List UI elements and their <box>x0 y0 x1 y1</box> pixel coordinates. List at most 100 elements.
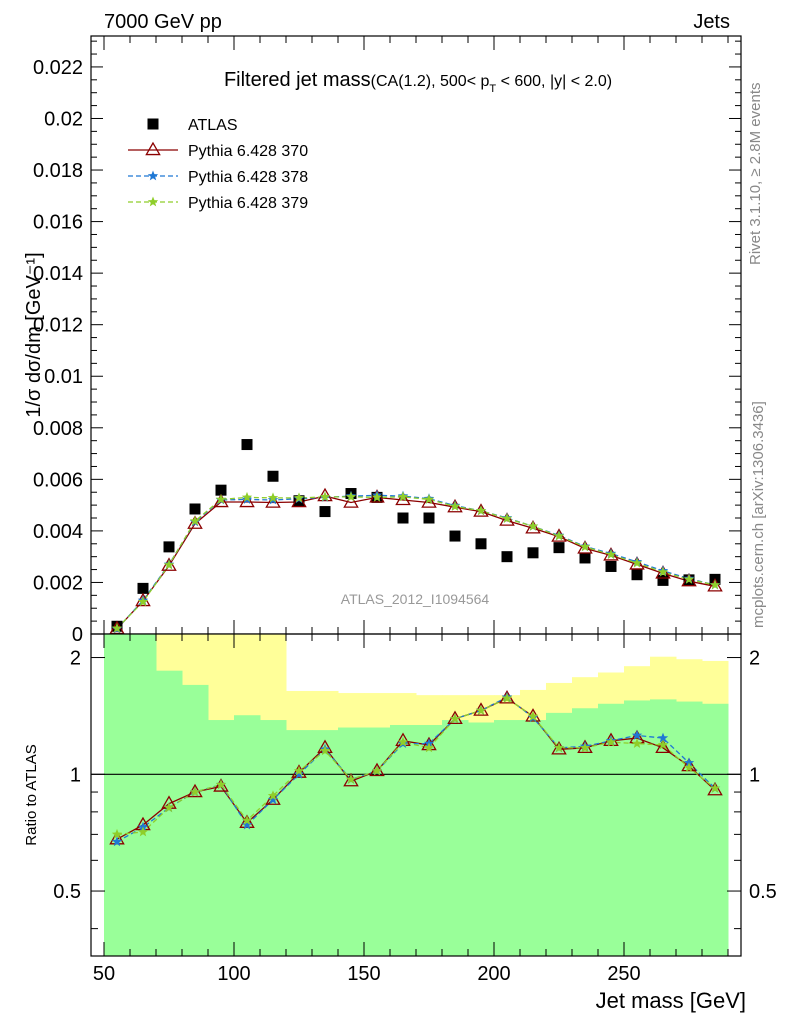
ratio-point-pythia-6-428-379 <box>345 773 357 784</box>
main-point-pythia-6-428-370 <box>681 572 697 587</box>
ratio-band-inner <box>676 701 703 956</box>
ratio-point-pythia-6-428-379 <box>319 745 331 756</box>
ratio-y-tick-label-right: 2 <box>749 648 760 670</box>
main-point-pythia-6-428-379 <box>501 513 513 523</box>
main-y-tick-label: 0.018 <box>33 160 83 182</box>
main-point-atlas <box>267 470 279 482</box>
ratio-point-pythia-6-428-379 <box>475 705 487 715</box>
main-point-pythia-6-428-370 <box>343 494 359 508</box>
main-point-atlas <box>137 582 149 594</box>
ratio-point-pythia-6-428-378 <box>241 819 253 830</box>
main-point-pythia-6-428-370 <box>577 540 593 554</box>
legend-item-pythia-6-428-378: Pythia 6.428 378 <box>128 169 308 186</box>
ratio-band-inner <box>702 703 729 956</box>
main-title: Filtered jet mass(CA(1.2), 500< pT < 600… <box>224 69 612 95</box>
x-tick-label: 200 <box>477 963 510 985</box>
main-point-pythia-6-428-379 <box>397 491 409 502</box>
ratio-band-inner <box>494 720 521 956</box>
legend-marker-pythia-6-428-378 <box>147 170 159 181</box>
ratio-point-pythia-6-428-379 <box>657 739 669 750</box>
main-point-atlas <box>553 542 565 554</box>
ratio-band-inner <box>104 634 131 956</box>
main-point-pythia-6-428-379 <box>371 491 383 502</box>
ratio-band-inner <box>260 720 287 956</box>
legend-item-atlas: ATLAS <box>147 117 238 134</box>
main-point-pythia-6-428-379 <box>579 541 591 552</box>
ratio-point-pythia-6-428-378 <box>657 732 669 743</box>
ratio-point-pythia-6-428-379 <box>527 710 539 721</box>
main-point-pythia-6-428-379 <box>631 557 643 568</box>
main-point-pythia-6-428-370 <box>265 494 281 508</box>
x-axis-label: Jet mass [GeV] <box>596 988 746 1013</box>
ratio-point-pythia-6-428-370 <box>551 740 567 755</box>
main-y-tick-label: 0.014 <box>33 263 83 285</box>
ratio-band-inner <box>312 730 339 956</box>
main-point-atlas <box>605 560 617 572</box>
ratio-y-axis-label: Ratio to ATLAS <box>23 744 40 845</box>
main-y-tick-label: 0.002 <box>33 572 83 594</box>
main-point-pythia-6-428-370 <box>525 520 541 534</box>
ratio-point-pythia-6-428-379 <box>137 826 149 837</box>
ratio-band-inner <box>182 684 209 956</box>
source-site-label: mcplots.cern.ch [arXiv:1306.3436] <box>750 401 767 628</box>
main-point-pythia-6-428-379 <box>163 559 175 570</box>
legend-label-pythia-6-428-370: Pythia 6.428 370 <box>188 143 308 160</box>
ratio-point-pythia-6-428-379 <box>215 779 227 790</box>
main-point-pythia-6-428-379 <box>345 491 357 502</box>
ratio-band-inner <box>416 724 443 956</box>
title-cuts-post: < 600, |y| < 2.0) <box>496 73 612 90</box>
main-point-atlas <box>631 569 643 581</box>
main-point-pythia-6-428-370 <box>213 493 229 508</box>
main-point-pythia-6-428-379 <box>215 493 227 504</box>
ratio-band-inner <box>468 722 495 956</box>
ratio-point-pythia-6-428-379 <box>605 736 617 747</box>
ratio-point-pythia-6-428-379 <box>501 692 513 703</box>
main-point-atlas <box>579 552 591 564</box>
main-point-pythia-6-428-370 <box>395 491 411 506</box>
main-y-tick-label: 0.008 <box>33 418 83 440</box>
ratio-point-pythia-6-428-379 <box>189 786 201 797</box>
main-point-atlas <box>449 530 461 542</box>
ratio-point-pythia-6-428-379 <box>397 736 409 747</box>
main-series-lines <box>116 494 716 630</box>
main-point-pythia-6-428-370 <box>629 556 645 570</box>
ratio-band-inner <box>234 715 261 956</box>
main-point-atlas <box>501 551 513 563</box>
ratio-y-tick-label: 1 <box>70 764 81 786</box>
main-y-tick-label: 0.016 <box>33 212 83 234</box>
legend-marker-pythia-6-428-379 <box>147 196 159 207</box>
main-point-atlas <box>215 484 227 496</box>
main-point-pythia-6-428-370 <box>707 578 723 592</box>
main-point-pythia-6-428-379 <box>553 530 565 541</box>
rivet-version-label: Rivet 3.1.10, ≥ 2.8M events <box>747 83 764 266</box>
ratio-point-pythia-6-428-370 <box>343 772 359 787</box>
main-point-pythia-6-428-379 <box>605 549 617 560</box>
main-point-pythia-6-428-379 <box>683 573 695 584</box>
main-line-pythia-6-428-370 <box>116 495 716 630</box>
ratio-series-markers <box>109 690 723 847</box>
main-point-atlas <box>319 506 331 518</box>
main-point-atlas <box>397 512 409 524</box>
main-point-pythia-6-428-379 <box>709 579 721 590</box>
main-point-pythia-6-428-379 <box>475 505 487 516</box>
ratio-point-pythia-6-428-370 <box>707 781 723 796</box>
main-point-atlas <box>189 503 201 515</box>
main-point-pythia-6-428-370 <box>291 493 307 508</box>
main-point-pythia-6-428-379 <box>189 515 201 526</box>
ratio-band-inner <box>338 727 365 956</box>
header-right-label: Jets <box>693 11 730 33</box>
ratio-point-pythia-6-428-379 <box>631 738 643 748</box>
ratio-point-pythia-6-428-379 <box>267 790 279 801</box>
x-tick-label: 250 <box>607 963 640 985</box>
ratio-y-axis: 0.5 0.5 1 1 2 2 <box>53 648 777 930</box>
main-point-pythia-6-428-370 <box>499 512 515 526</box>
main-point-pythia-6-428-379 <box>319 491 331 502</box>
main-x-ticks <box>103 36 729 634</box>
main-y-tick-label: 0.01 <box>44 366 83 388</box>
ratio-point-pythia-6-428-370 <box>291 764 307 778</box>
ratio-point-pythia-6-428-379 <box>163 802 175 813</box>
ratio-point-pythia-6-428-379 <box>449 713 461 724</box>
main-point-atlas <box>527 547 539 559</box>
ratio-x-axis: 50 100 150 200 250 <box>93 634 729 985</box>
